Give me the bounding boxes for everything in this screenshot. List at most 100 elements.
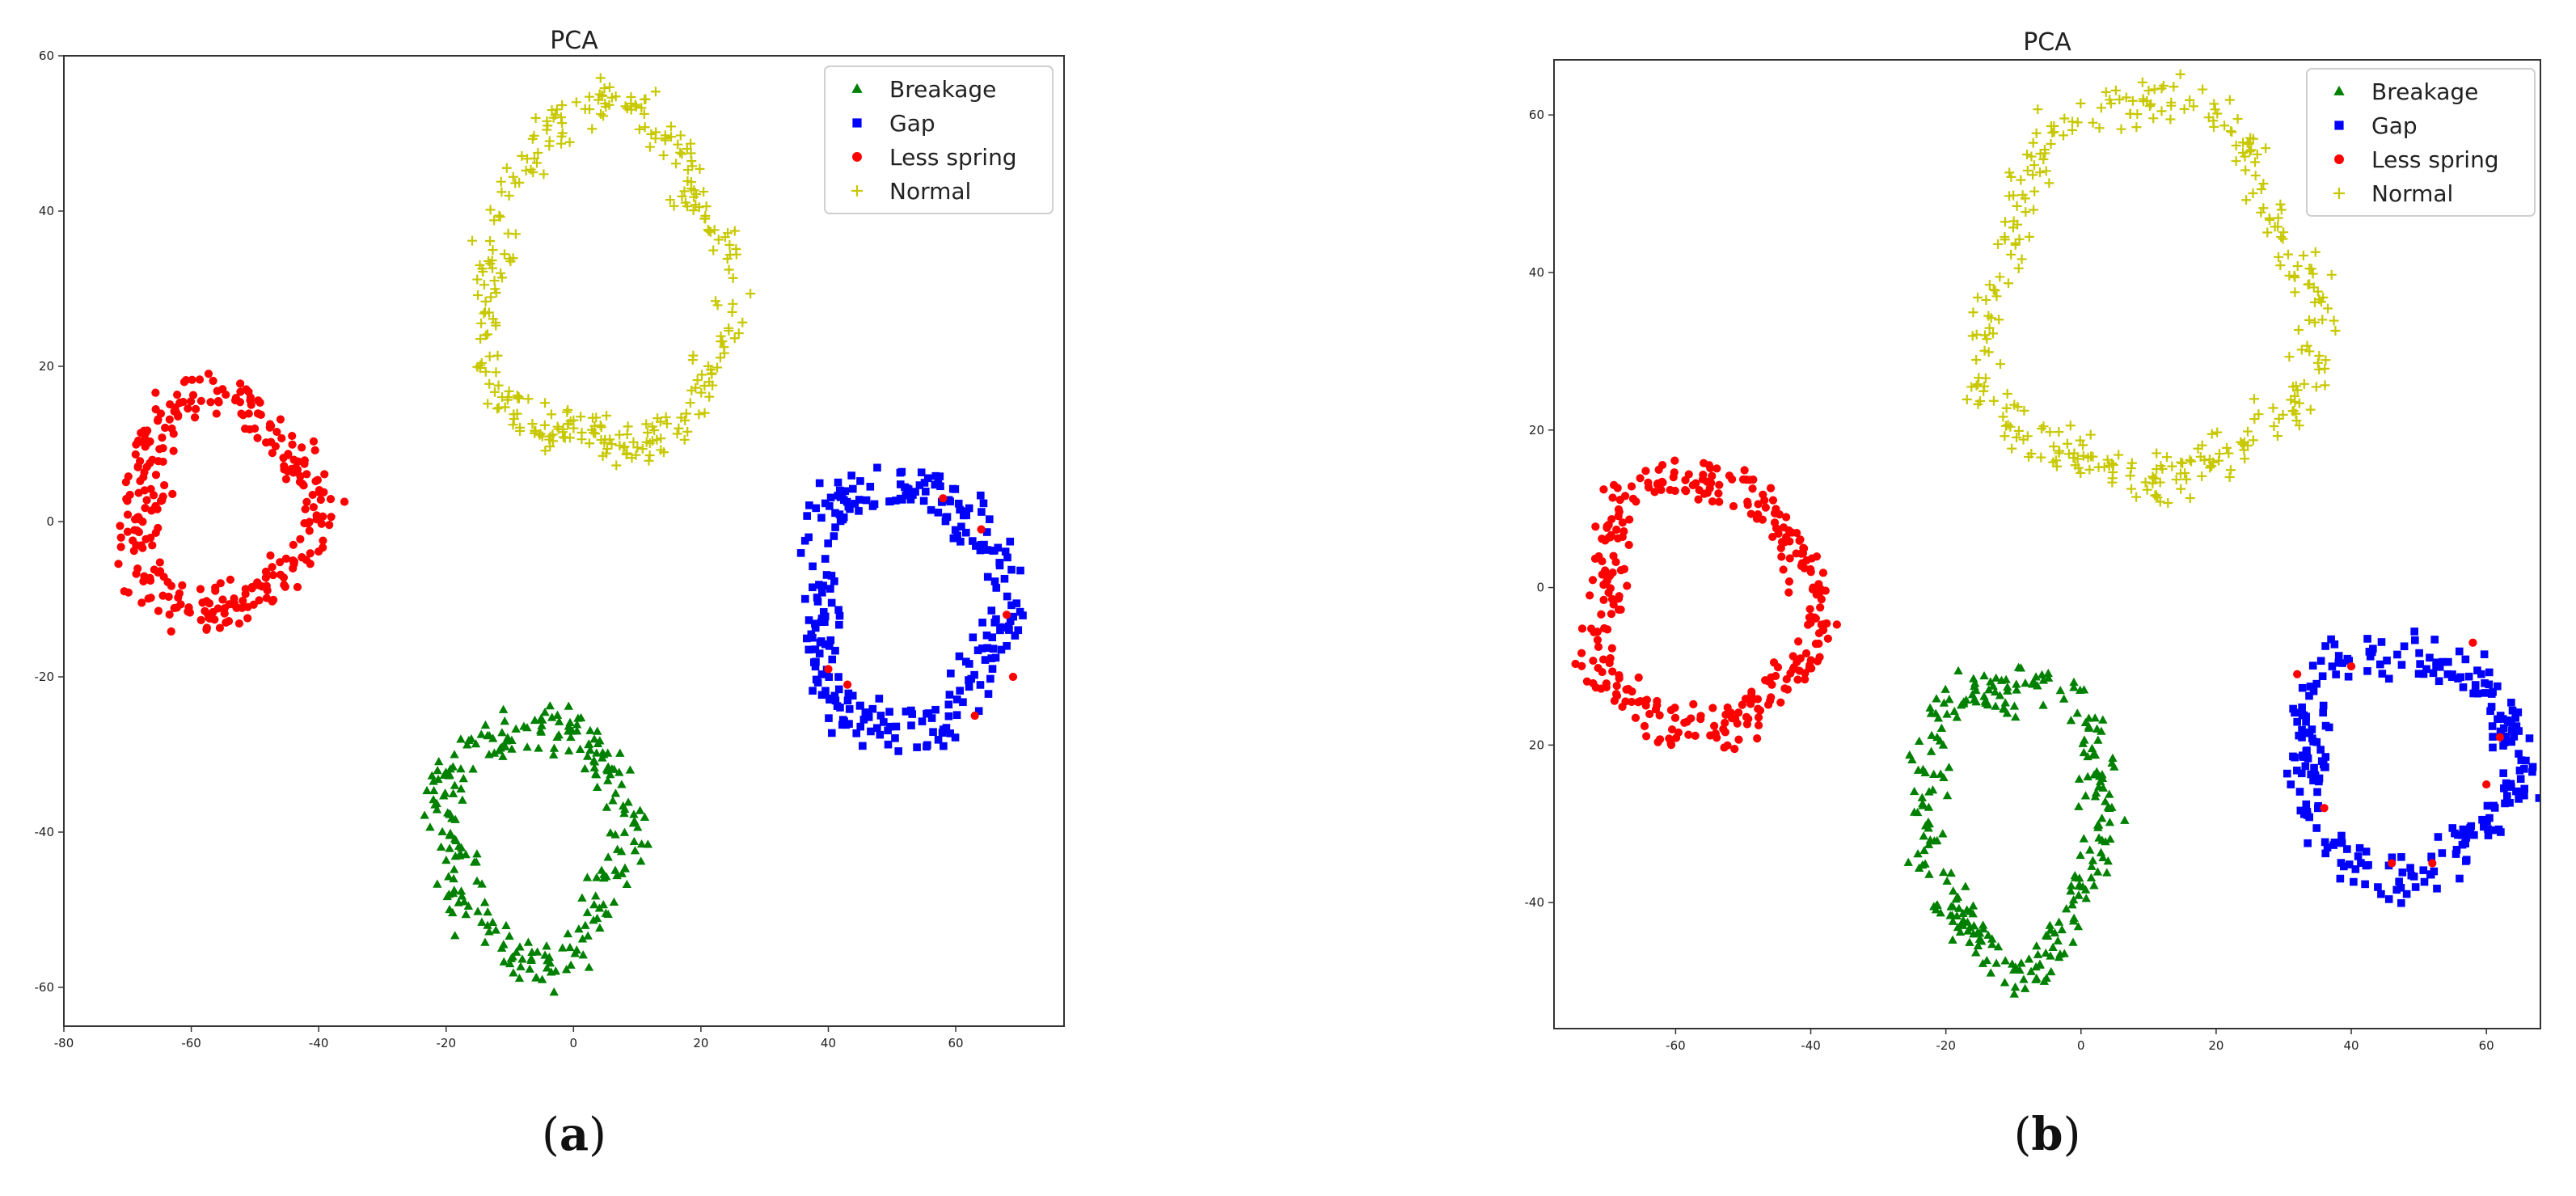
data-point: [2319, 701, 2328, 710]
data-point: [558, 943, 568, 952]
data-point: [2318, 672, 2327, 681]
data-point: [1603, 625, 1612, 634]
data-point: [636, 103, 647, 113]
data-point: [1720, 743, 1729, 752]
data-point: [2059, 130, 2068, 141]
data-point: [826, 502, 834, 510]
data-point: [2462, 834, 2471, 842]
data-point: [1987, 934, 1997, 943]
data-point: [2165, 114, 2176, 125]
data-point: [724, 264, 734, 275]
data-point: [2406, 864, 2414, 872]
data-point: [281, 475, 291, 484]
data-point: [555, 112, 566, 123]
data-point: [2031, 961, 2041, 971]
data-point: [2008, 190, 2019, 201]
data-point: [901, 483, 909, 492]
data-point: [2047, 128, 2058, 138]
data-point: [976, 681, 985, 689]
data-point: [1789, 662, 1798, 672]
data-point: [1979, 670, 1989, 680]
data-point: [595, 420, 606, 430]
data-point: [2276, 232, 2287, 243]
data-point: [1593, 636, 1602, 644]
data-point: [922, 488, 930, 496]
legend-label: Gap: [2371, 112, 2418, 139]
data-point: [610, 830, 620, 839]
data-point: [2225, 126, 2236, 137]
data-point: [327, 513, 336, 522]
data-point: [978, 543, 987, 551]
data-point: [805, 501, 813, 509]
data-point: [659, 447, 669, 458]
data-point: [1000, 574, 1009, 583]
data-point: [2224, 95, 2235, 105]
data-point: [420, 810, 429, 819]
data-point: [581, 920, 590, 929]
data-point: [876, 730, 885, 739]
data-point: [2076, 850, 2085, 860]
data-point: [628, 437, 639, 447]
data-point: [2262, 227, 2273, 238]
data-point: [931, 705, 940, 714]
data-point: [1002, 611, 1011, 619]
data-point: [974, 707, 983, 716]
data-point: [496, 268, 506, 278]
data-point: [731, 249, 741, 260]
data-point: [2469, 689, 2477, 698]
data-point: [838, 716, 847, 724]
data-point: [834, 478, 842, 487]
data-point: [2473, 666, 2481, 674]
data-point: [142, 496, 151, 505]
data-point: [642, 428, 652, 438]
data-point: [2258, 203, 2269, 213]
data-point: [433, 757, 444, 766]
data-point: [525, 964, 534, 973]
data-point: [281, 554, 291, 563]
data-point: [614, 767, 624, 776]
data-point: [296, 535, 305, 543]
data-point: [2362, 861, 2371, 870]
data-point: [449, 864, 459, 873]
data-point: [2438, 849, 2447, 857]
data-point: [1903, 857, 1913, 866]
data-point: [544, 141, 555, 151]
data-point: [669, 201, 679, 211]
data-point: [2186, 456, 2197, 467]
data-point: [929, 728, 937, 736]
data-point: [952, 711, 961, 720]
data-point: [176, 600, 185, 609]
data-point: [575, 744, 585, 753]
data-point: [856, 477, 864, 485]
data-point: [1936, 769, 1945, 778]
data-point: [2464, 672, 2473, 681]
data-point: [2384, 674, 2393, 683]
data-point: [2426, 653, 2434, 662]
data-point: [1938, 740, 1949, 749]
x-tick-label: -20: [436, 1036, 456, 1050]
data-point: [1689, 699, 1698, 708]
data-point: [196, 615, 205, 624]
data-point: [2315, 774, 2324, 783]
data-point: [644, 142, 655, 152]
panel-a: PCA -80 -60 -40 -20 0 20 40 60 -60-40-200204060…: [35, 27, 1065, 1161]
data-point: [2485, 668, 2494, 677]
data-point: [1719, 725, 1728, 733]
data-point: [456, 784, 466, 792]
data-point: [977, 491, 985, 500]
data-point: [229, 600, 238, 609]
data-point: [499, 940, 509, 949]
data-point: [2466, 823, 2475, 832]
data-point: [707, 380, 718, 391]
data-point: [703, 225, 713, 235]
data-point: [1671, 733, 1681, 742]
data-point: [511, 947, 522, 956]
y-tick-label: 0: [46, 514, 54, 529]
legend-marker: [852, 118, 862, 128]
data-point: [856, 722, 865, 731]
data-point: [852, 729, 861, 737]
data-point: [2075, 873, 2084, 882]
data-point: [1776, 698, 1785, 707]
data-point: [615, 748, 625, 757]
data-point: [603, 852, 613, 861]
